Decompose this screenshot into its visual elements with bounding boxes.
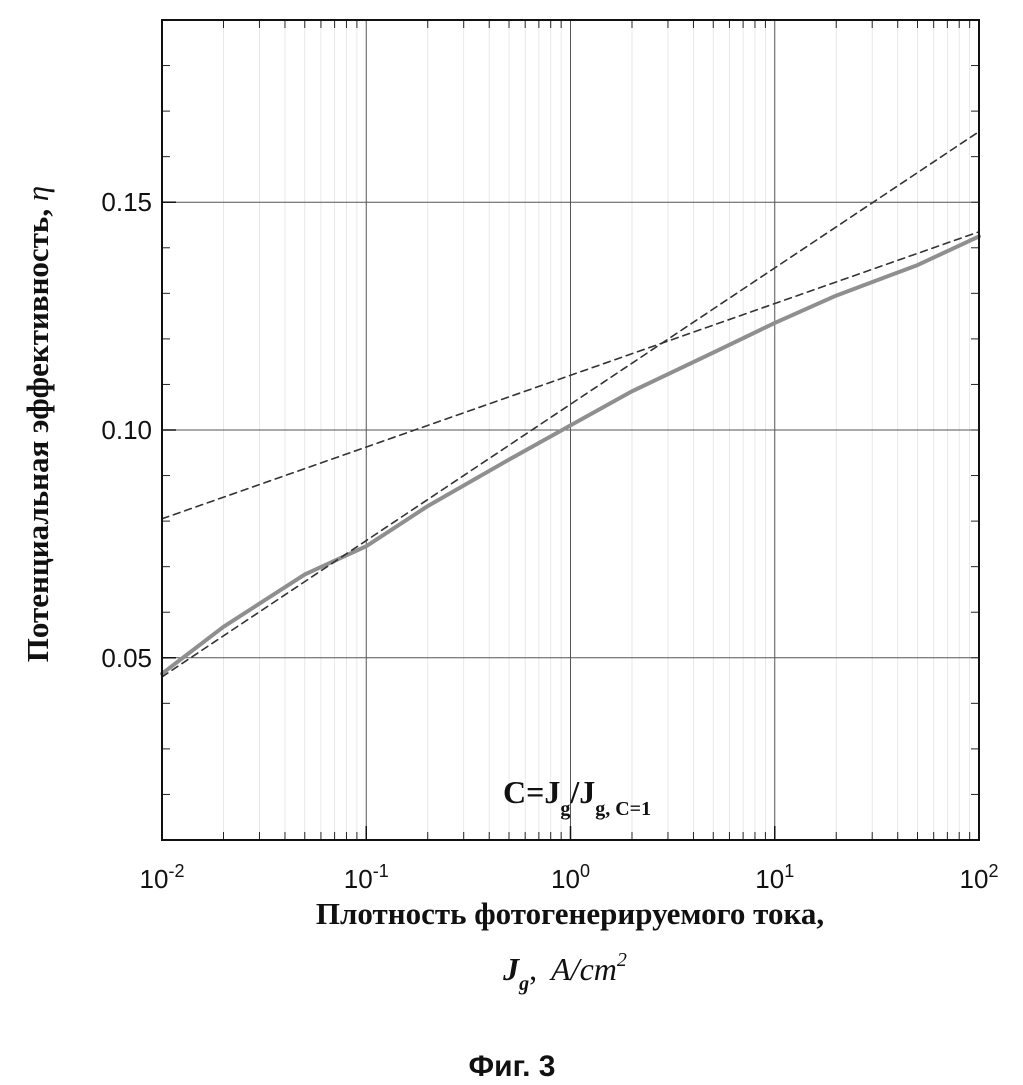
figure-caption: Фиг. 3 — [469, 1050, 556, 1083]
x-tick-labels: 10-2 10-1 100 101 102 — [140, 861, 999, 894]
x-tick-label: 10-2 — [140, 861, 185, 894]
x-axis-label-line1: Плотность фотогенерируемого тока, — [316, 896, 824, 931]
y-tick-label: 0.10 — [101, 415, 152, 445]
y-tick-label: 0.05 — [101, 643, 152, 673]
x-axis-label-line2: Jg,A/cm2 — [502, 949, 627, 995]
x-tick-label: 102 — [960, 861, 999, 894]
y-axis-label: Потенциальная эффективность, η — [20, 186, 55, 662]
x-tick-label: 100 — [551, 861, 590, 894]
x-tick-label: 101 — [755, 861, 794, 894]
x-tick-label: 10-1 — [344, 861, 389, 894]
grid-layer — [162, 20, 979, 840]
y-tick-label: 0.15 — [101, 187, 152, 217]
y-tick-labels: 0.05 0.10 0.15 — [101, 187, 152, 673]
